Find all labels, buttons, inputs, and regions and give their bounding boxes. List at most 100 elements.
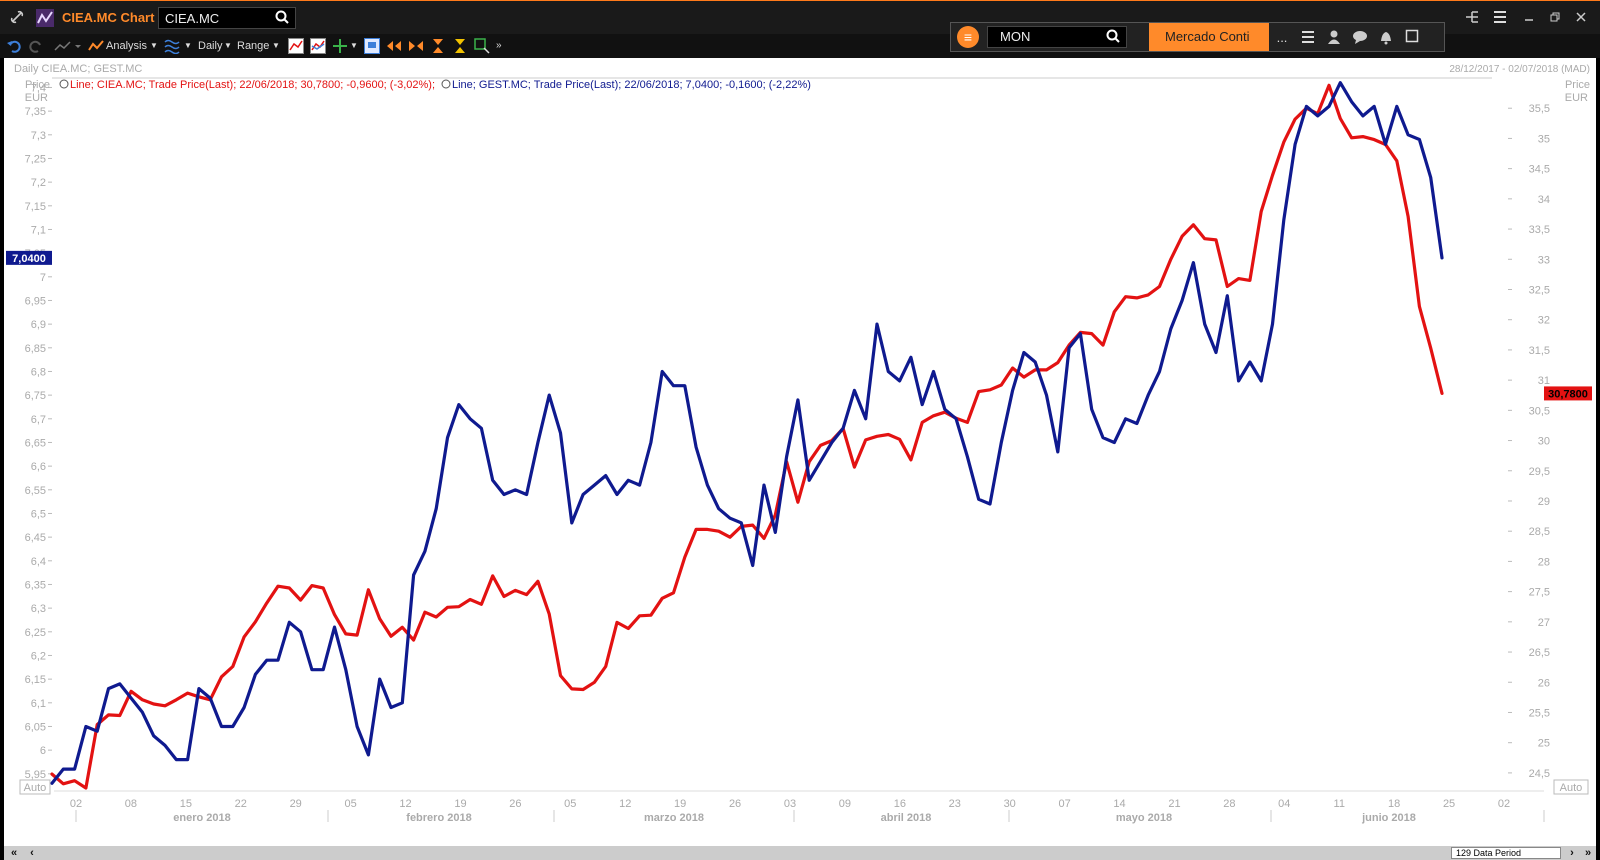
list-icon[interactable] (1299, 29, 1317, 47)
left-axis-tick-label: 6,95 (25, 295, 46, 307)
chevron-down-icon[interactable]: ▼ (350, 41, 358, 50)
x-month-label: marzo 2018 (644, 812, 704, 824)
zoom-in-icon[interactable] (408, 38, 424, 54)
x-month-label: abril 2018 (881, 812, 932, 824)
chevron-down-icon[interactable]: ▼ (272, 41, 280, 50)
right-axis-tick-label: 32 (1538, 315, 1550, 327)
blue-last-price-label: 7,0400 (12, 253, 46, 265)
crosshair-icon[interactable] (332, 38, 348, 54)
user-icon[interactable] (1325, 29, 1343, 47)
x-day-tick-label: 08 (125, 798, 137, 810)
right-axis-unit: EUR (1565, 92, 1588, 104)
range-menu[interactable]: Range (237, 40, 270, 52)
x-day-tick-label: 07 (1058, 798, 1070, 810)
line-style-icon[interactable] (54, 38, 82, 54)
series-layer (50, 81, 1444, 790)
left-axis-tick-label: 6 (40, 745, 46, 757)
select-zoom-icon[interactable] (474, 38, 490, 54)
fit-icon[interactable] (452, 38, 468, 54)
close-icon[interactable] (1572, 9, 1590, 27)
compare-icon[interactable] (310, 38, 326, 54)
x-day-tick-label: 03 (784, 798, 796, 810)
interval-menu[interactable]: Daily (198, 40, 223, 52)
symbol-search-value: MON (1000, 29, 1031, 44)
auto-scale-left-button[interactable] (19, 779, 51, 795)
red-last-price-label: 30,7800 (1548, 388, 1588, 400)
scroll-end-icon[interactable]: » (1584, 847, 1592, 859)
legend-red-clock-icon (59, 79, 69, 89)
left-axis-tick-label: 7,3 (31, 130, 46, 142)
scroll-start-icon[interactable]: « (10, 847, 18, 859)
x-day-tick-label: 26 (729, 798, 741, 810)
left-axis-tick-label: 6,6 (31, 461, 46, 473)
search-icon[interactable] (1106, 29, 1120, 49)
search-icon[interactable] (275, 10, 289, 29)
right-axis-tick-label: 35 (1538, 133, 1550, 145)
left-axis-tick-label: 6,85 (25, 343, 46, 355)
market-selector-button[interactable]: Mercado Conti (1149, 23, 1269, 51)
analysis-icon[interactable] (88, 38, 104, 54)
right-axis-tick-label: 24,5 (1529, 768, 1550, 780)
right-axis-tick-label: 29 (1538, 496, 1550, 508)
minimize-icon[interactable] (1520, 9, 1538, 27)
legend-red-text[interactable]: Line; CIEA.MC; Trade Price(Last); 22/06/… (70, 79, 435, 91)
link-icon[interactable] (8, 9, 26, 27)
chevron-down-icon[interactable]: ▼ (224, 41, 232, 50)
window-icon[interactable] (1403, 29, 1421, 47)
left-axis-tick-label: 7,35 (25, 106, 46, 118)
x-day-tick-label: 14 (1113, 798, 1125, 810)
save-icon[interactable] (364, 38, 380, 54)
time-scrollbar[interactable]: « ‹ 129 Data Period › » (4, 846, 1596, 860)
app-logo-icon[interactable]: ≡ (957, 26, 979, 48)
scroll-left-icon[interactable] (386, 38, 402, 54)
ric-search-box[interactable] (158, 7, 296, 29)
left-axis-tick-label: 6,1 (31, 698, 46, 710)
left-axis-title: Price (25, 79, 50, 91)
symbol-search-input[interactable]: MON (987, 26, 1127, 48)
scroll-forward-icon[interactable]: › (1570, 847, 1574, 859)
bell-icon[interactable] (1377, 29, 1395, 47)
auto-scale-right-button[interactable] (1553, 779, 1589, 795)
x-month-label: mayo 2018 (1116, 812, 1172, 824)
redo-icon[interactable] (28, 38, 44, 54)
undo-icon[interactable] (6, 38, 22, 54)
x-day-tick-label: 05 (344, 798, 356, 810)
more-tools-icon[interactable]: » (496, 40, 502, 51)
ric-input[interactable] (165, 10, 265, 26)
right-axis-tick-label: 33,5 (1529, 224, 1550, 236)
menu-icon[interactable] (1491, 9, 1509, 27)
x-day-tick-label: 12 (619, 798, 631, 810)
right-axis-tick-label: 30,5 (1529, 405, 1550, 417)
x-day-tick-label: 23 (949, 798, 961, 810)
analysis-menu[interactable]: Analysis (106, 40, 147, 52)
left-axis-tick-label: 6,65 (25, 437, 46, 449)
right-axis-tick-label: 26,5 (1529, 647, 1550, 659)
right-axis-tick-label: 25,5 (1529, 707, 1550, 719)
right-axis-tick-label: 34 (1538, 194, 1550, 206)
zoom-vertical-icon[interactable] (430, 38, 446, 54)
chat-icon[interactable] (1351, 29, 1369, 47)
series-line-ciea-mc (50, 83, 1444, 790)
restore-icon[interactable] (1546, 9, 1564, 27)
legend-blue-text[interactable]: Line; GEST.MC; Trade Price(Last); 22/06/… (452, 79, 811, 91)
chevron-down-icon[interactable]: ▼ (184, 41, 192, 50)
title-bar: CIEA.MC Chart (0, 0, 1600, 34)
chevron-down-icon[interactable]: ▼ (150, 41, 158, 50)
x-day-tick-label: 02 (70, 798, 82, 810)
right-axis-tick-label: 29,5 (1529, 466, 1550, 478)
right-axis-tick-label: 30 (1538, 436, 1550, 448)
left-axis-tick-label: 6,75 (25, 390, 46, 402)
price-chart[interactable]: 5,95 6 6,05 6,1 6,15 6,2 6,25 6,3 6,35 6,4 6,45 6,5… (4, 58, 1596, 848)
x-day-tick-label: 28 (1223, 798, 1235, 810)
hierarchy-icon[interactable] (1463, 9, 1481, 27)
chart-type-icon[interactable] (288, 38, 304, 54)
more-options-button[interactable]: ... (1276, 30, 1288, 45)
series-line-gest-mc (50, 81, 1444, 785)
x-day-tick-label: 15 (180, 798, 192, 810)
x-day-tick-label: 22 (235, 798, 247, 810)
data-period-indicator[interactable]: 129 Data Period (1451, 847, 1561, 859)
scroll-back-icon[interactable]: ‹ (30, 847, 34, 859)
chart-panel[interactable]: 5,95 6 6,05 6,1 6,15 6,2 6,25 6,3 6,35 6,4 6,45 6,5… (4, 58, 1596, 848)
red-last-price-tag (1544, 386, 1592, 401)
wave-icon[interactable] (164, 38, 180, 55)
